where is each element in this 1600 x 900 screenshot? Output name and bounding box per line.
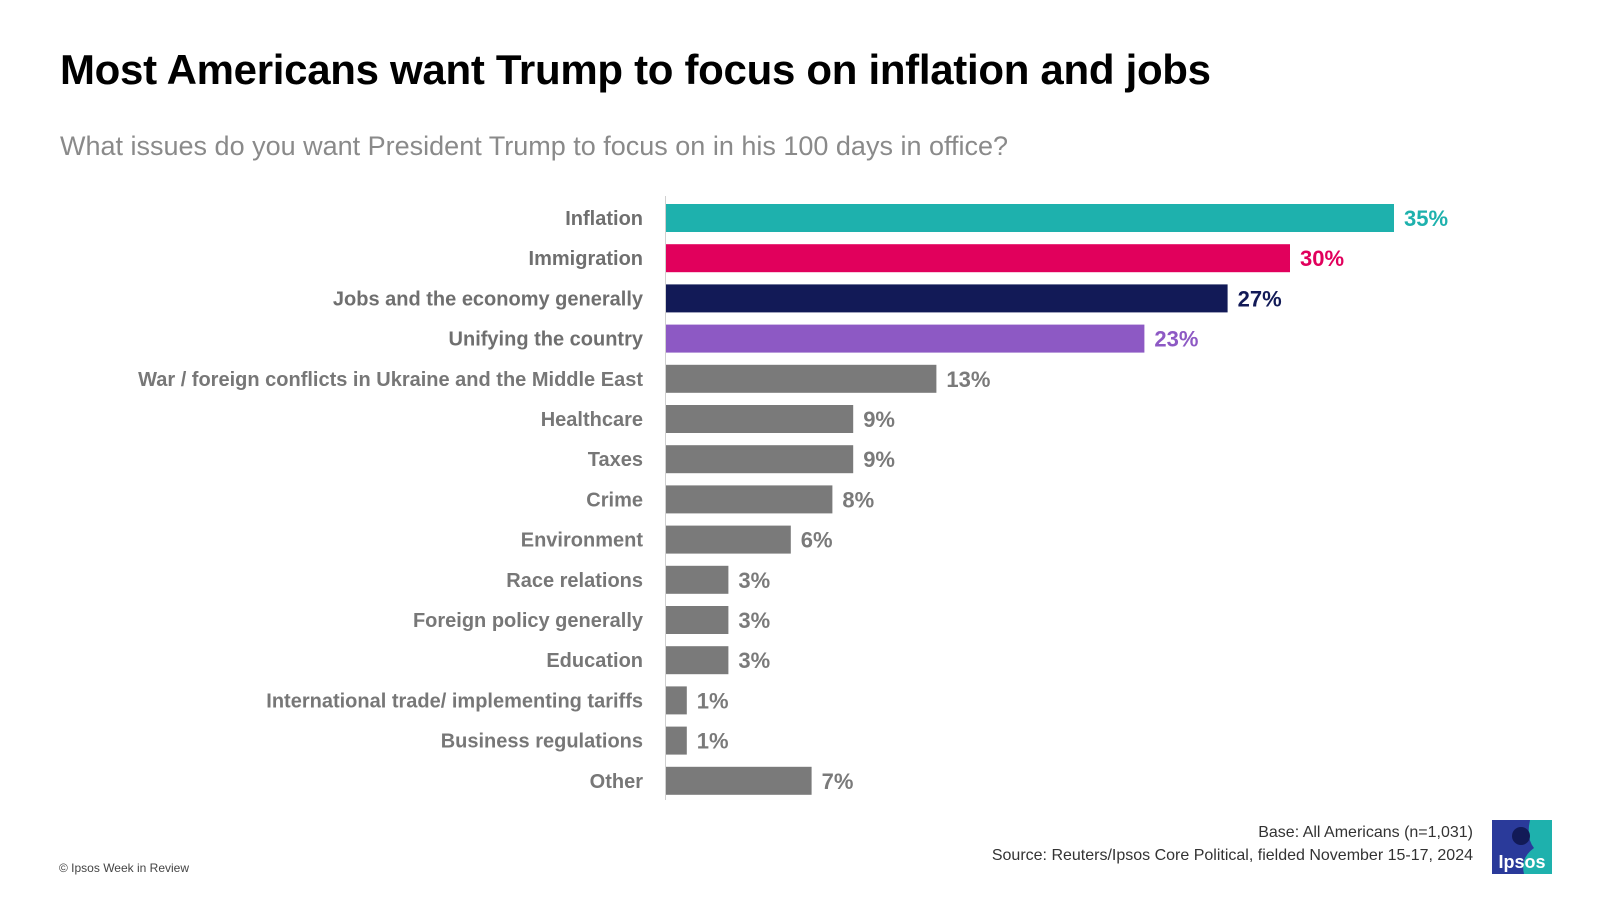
category-label: Environment: [521, 530, 644, 552]
value-label: 30%: [1300, 246, 1344, 271]
value-label: 6%: [801, 528, 833, 553]
category-label: Jobs and the economy generally: [333, 288, 644, 310]
value-label: 7%: [822, 769, 854, 794]
category-label: International trade/ implementing tariff…: [266, 690, 643, 712]
category-label: Foreign policy generally: [413, 610, 644, 632]
category-label: Race relations: [506, 570, 643, 592]
value-label: 35%: [1404, 206, 1448, 231]
category-label: Taxes: [588, 449, 643, 471]
value-label: 27%: [1238, 286, 1282, 311]
bar: [666, 766, 812, 795]
copyright-note: © Ipsos Week in Review: [59, 861, 190, 875]
logo-text: Ipsos: [1498, 852, 1545, 872]
category-label: Inflation: [565, 208, 643, 230]
ipsos-logo-icon: Ipsos: [1492, 820, 1552, 874]
bar: [666, 606, 729, 634]
category-label: Education: [546, 650, 643, 672]
chart-title: Most Americans want Trump to focus on in…: [60, 46, 1211, 93]
bar: [666, 686, 687, 715]
value-label: 23%: [1154, 327, 1198, 352]
chart-subtitle: What issues do you want President Trump …: [60, 131, 1009, 161]
source-notes: Base: All Americans (n=1,031) Source: Re…: [992, 821, 1473, 867]
value-label: 3%: [738, 568, 770, 593]
value-label: 9%: [863, 447, 895, 472]
value-label: 9%: [863, 407, 895, 432]
bar: [666, 405, 854, 433]
value-label: 3%: [738, 648, 770, 673]
value-label: 1%: [697, 729, 729, 754]
bar: [666, 565, 729, 594]
bar: [666, 445, 854, 474]
bar: [666, 485, 833, 514]
category-label: Unifying the country: [449, 329, 644, 351]
bar: [666, 525, 791, 554]
value-label: 8%: [842, 487, 874, 512]
category-label: Immigration: [529, 248, 643, 270]
bar: [666, 646, 729, 675]
bar: [666, 726, 687, 755]
bar: [666, 324, 1145, 353]
category-label: Crime: [586, 489, 643, 511]
category-label: War / foreign conflicts in Ukraine and t…: [138, 369, 643, 391]
bar: [666, 284, 1228, 313]
base-note: Base: All Americans (n=1,031): [1258, 824, 1473, 841]
source-note: Source: Reuters/Ipsos Core Political, fi…: [991, 847, 1473, 864]
category-label: Business regulations: [441, 731, 643, 753]
bar: [666, 244, 1290, 273]
bar: [666, 204, 1394, 232]
bar: [666, 364, 937, 393]
category-label: Healthcare: [541, 409, 643, 431]
value-label: 1%: [697, 688, 729, 713]
value-label: 13%: [946, 367, 990, 392]
value-label: 3%: [738, 608, 770, 633]
category-label: Other: [590, 771, 644, 793]
